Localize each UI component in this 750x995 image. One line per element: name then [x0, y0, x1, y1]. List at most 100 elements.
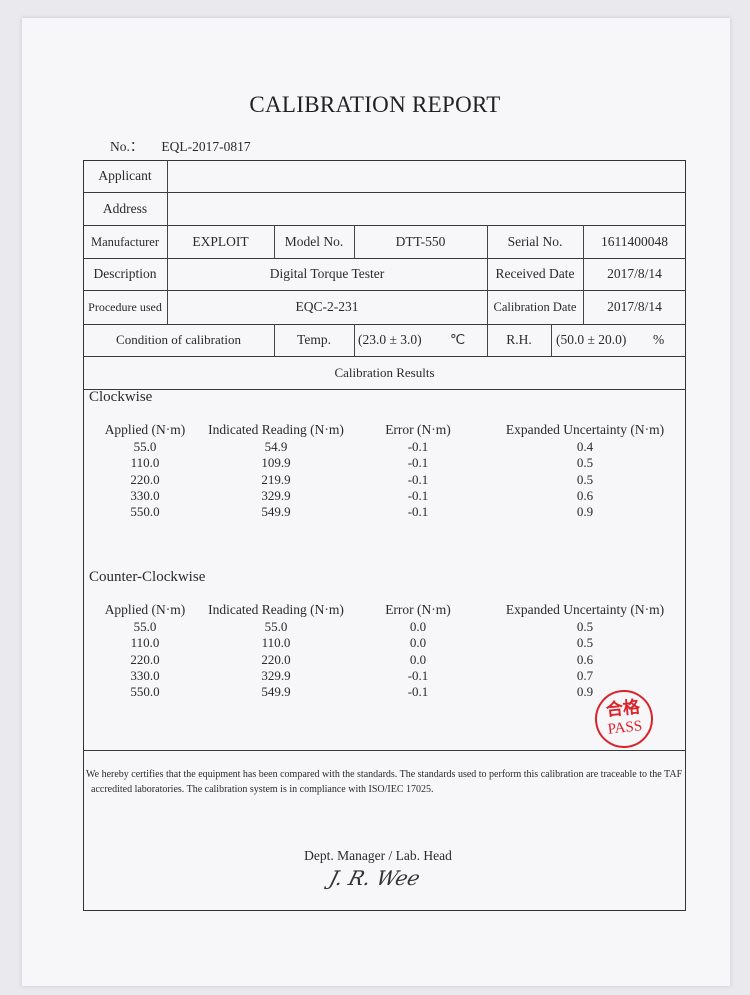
divider: [83, 290, 686, 291]
table-cell: -0.1: [407, 439, 429, 454]
description-value: Digital Torque Tester: [269, 266, 385, 281]
table-cell: 220.0: [261, 651, 291, 667]
rh-unit: %: [653, 332, 665, 347]
table-cell: 55.0: [264, 619, 288, 634]
report-number-value: EQL-2017-0817: [161, 139, 251, 154]
description-label: Description: [93, 266, 157, 281]
table-cell: -0.1: [407, 504, 429, 520]
divider: [354, 225, 355, 258]
report-title: CALIBRATION REPORT: [249, 92, 501, 117]
table-cell: 0.6: [576, 487, 594, 503]
model-value: DTT-550: [395, 234, 446, 249]
divider: [551, 324, 552, 356]
signature: J. R. Wee: [326, 866, 423, 890]
serial-value: 1611400048: [601, 234, 668, 249]
table-cell: -0.1: [407, 471, 429, 487]
table-cell: 0.0: [409, 635, 427, 651]
table-cell: 219.9: [261, 471, 291, 487]
divider: [487, 225, 488, 356]
table-cell: 55.0: [133, 439, 157, 454]
clockwise-heading: Clockwise: [89, 389, 153, 405]
report-number: No.： EQL-2017-0817: [110, 135, 269, 155]
report-table: [83, 160, 686, 911]
table-cell: 55.0: [133, 619, 157, 634]
serial-label: Serial No.: [507, 234, 563, 249]
table-cell: 109.9: [261, 455, 291, 471]
divider: [83, 225, 686, 226]
counter-clockwise-heading: Counter-Clockwise: [89, 569, 206, 585]
divider: [83, 258, 686, 259]
results-heading: Calibration Results: [334, 365, 435, 380]
table-cell: 549.9: [261, 684, 291, 700]
table-cell: 110.0: [261, 635, 291, 651]
model-label: Model No.: [284, 234, 344, 249]
column-header: Error (N·m): [385, 422, 451, 437]
table-cell: 0.9: [576, 504, 594, 520]
divider: [83, 389, 686, 390]
column-header: Error (N·m): [385, 602, 451, 617]
table-cell: 329.9: [261, 487, 291, 503]
received-date-value: 2017/8/14: [607, 266, 662, 281]
column-header: Indicated Reading (N·m): [208, 422, 344, 437]
temp-value: (23.0 ± 3.0): [358, 332, 422, 347]
table-cell: 0.4: [576, 439, 594, 454]
manufacturer-value: EXPLOIT: [192, 234, 249, 249]
table-cell: 0.9: [576, 684, 594, 700]
condition-label: Condition of calibration: [116, 332, 241, 347]
procedure-value: EQC-2-231: [295, 299, 359, 314]
column-header: Expanded Uncertainty (N·m): [505, 422, 665, 437]
address-label: Address: [102, 201, 148, 216]
table-cell: 0.6: [576, 651, 594, 667]
temp-label: Temp.: [297, 332, 331, 347]
calibration-date-value: 2017/8/14: [607, 299, 662, 314]
table-cell: 110.0: [130, 455, 160, 471]
certification-line-1: We hereby certifies that the equipment h…: [86, 769, 683, 780]
divider: [274, 225, 275, 258]
table-cell: 0.0: [409, 619, 427, 634]
divider: [83, 324, 686, 325]
table-cell: 0.5: [576, 471, 594, 487]
column-header: Applied (N·m): [104, 422, 186, 437]
signoff-title: Dept. Manager / Lab. Head: [304, 848, 452, 863]
table-cell: 549.9: [261, 504, 291, 520]
divider: [83, 192, 686, 193]
table-cell: 0.5: [576, 455, 594, 471]
divider: [83, 356, 686, 357]
procedure-label: Procedure used: [88, 300, 162, 314]
table-cell: 0.5: [576, 619, 594, 634]
column-header: Applied (N·m): [104, 602, 186, 617]
table-cell: 0.5: [576, 635, 594, 651]
report-number-label: No.：: [110, 139, 144, 154]
applicant-value: [167, 160, 686, 192]
table-cell: 330.0: [130, 667, 160, 683]
table-cell: -0.1: [407, 487, 429, 503]
rh-value: (50.0 ± 20.0): [556, 332, 627, 347]
table-cell: 330.0: [130, 487, 160, 503]
rh-label: R.H.: [506, 332, 532, 347]
table-cell: 220.0: [130, 651, 160, 667]
applicant-label: Applicant: [98, 168, 152, 183]
table-cell: 550.0: [130, 504, 160, 520]
table-cell: 0.0: [409, 651, 427, 667]
divider: [274, 324, 275, 356]
divider: [83, 750, 686, 751]
column-header: Indicated Reading (N·m): [208, 602, 344, 617]
table-cell: -0.1: [407, 455, 429, 471]
table-cell: 0.7: [576, 667, 594, 683]
column-header: Expanded Uncertainty (N·m): [505, 602, 665, 617]
address-value: [167, 193, 686, 225]
received-date-label: Received Date: [495, 266, 575, 281]
calibration-date-label: Calibration Date: [493, 300, 577, 314]
divider: [167, 160, 168, 324]
divider: [583, 225, 584, 324]
table-cell: 54.9: [264, 439, 288, 454]
paper-sheet: [22, 18, 730, 986]
manufacturer-label: Manufacturer: [90, 235, 160, 249]
table-cell: 550.0: [130, 684, 160, 700]
table-cell: 329.9: [261, 667, 291, 683]
divider: [354, 324, 355, 356]
table-cell: 110.0: [130, 635, 160, 651]
certification-line-2: accredited laboratories. The calibration…: [91, 784, 434, 795]
table-cell: -0.1: [407, 667, 429, 683]
table-cell: 220.0: [130, 471, 160, 487]
